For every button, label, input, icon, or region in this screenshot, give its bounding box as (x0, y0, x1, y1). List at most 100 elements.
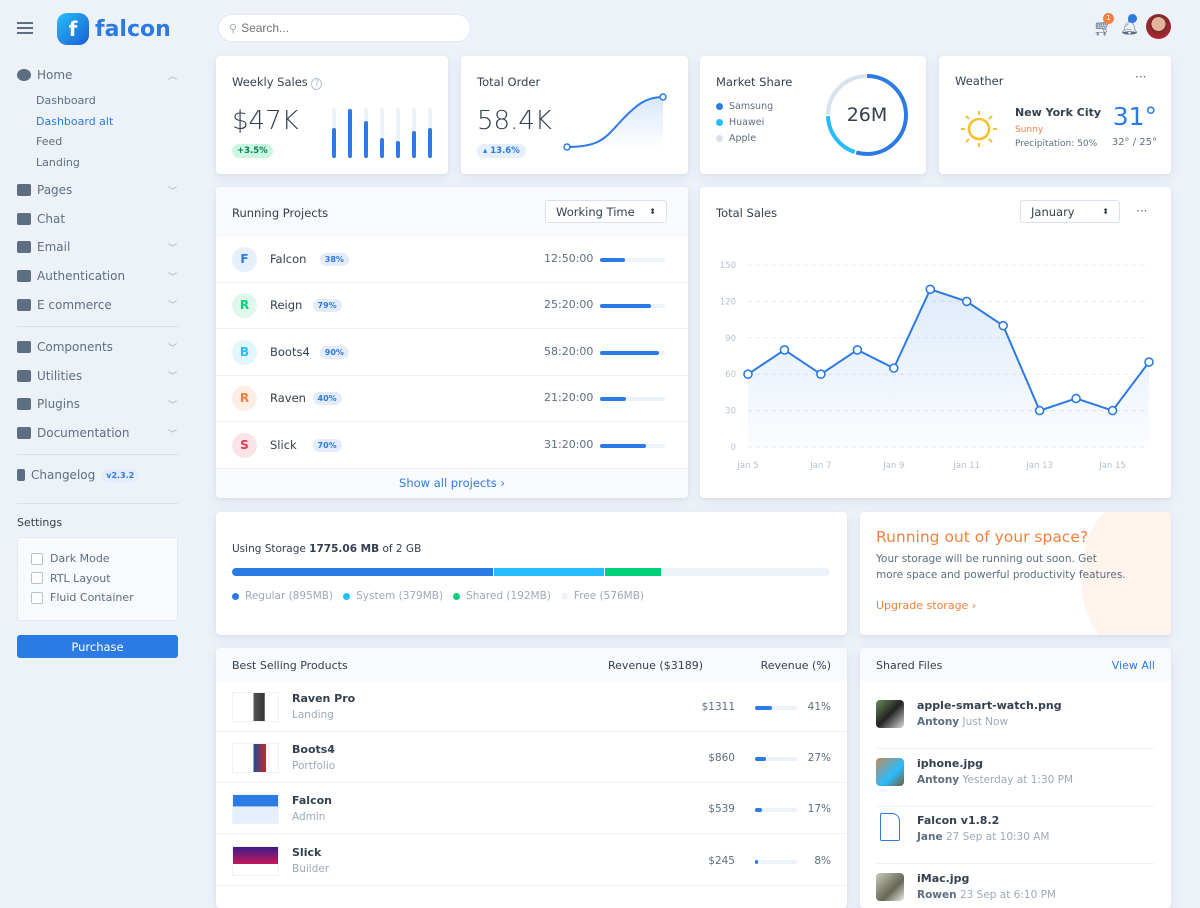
working-time-select[interactable]: Working Time⬍ (545, 200, 667, 223)
weather-condition: Sunny (1015, 125, 1043, 135)
project-time: 21:20:00 (544, 391, 593, 404)
chevron-down-icon: ﹀ (168, 398, 177, 411)
storage-segment (232, 568, 493, 576)
y-tick-label: 0 (731, 443, 736, 453)
sidebar-item-home[interactable]: Home︿ (17, 68, 177, 82)
product-name: Falcon (292, 794, 332, 807)
project-row[interactable]: R Raven 40% 21:20:00 (216, 376, 688, 422)
search-box[interactable]: ⚲ (218, 14, 471, 42)
project-row[interactable]: R Reign 79% 25:20:00 (216, 283, 688, 329)
sidebar-subitem[interactable]: Dashboard alt (36, 115, 113, 128)
sidebar-item-label: Email (37, 240, 70, 254)
sidebar-item[interactable]: Documentation﹀ (17, 426, 177, 440)
file-name: Falcon v1.8.2 (917, 814, 999, 827)
sidebar-subitem[interactable]: Dashboard (36, 94, 96, 107)
storage-segment (605, 568, 661, 576)
sun-icon (959, 109, 999, 149)
sidebar-item[interactable]: Utilities﹀ (17, 369, 177, 383)
cart-icon[interactable]: 🛒︎1 (1093, 18, 1113, 37)
falcon-logo[interactable]: f falcon (57, 13, 171, 45)
shared-file-item[interactable]: iMac.jpg Rowen 23 Sep at 6:10 PM (860, 865, 1171, 908)
y-tick-label: 90 (725, 334, 736, 344)
file-thumbnail (876, 758, 904, 786)
product-revenue-pct: 41% (808, 701, 831, 713)
project-progress (600, 351, 665, 355)
upgrade-storage-card: Running out of your space? Your storage … (860, 512, 1171, 635)
chevron-down-icon: ﹀ (168, 184, 177, 197)
more-options-icon[interactable]: ··· (1135, 70, 1146, 84)
checkbox[interactable] (31, 592, 43, 604)
user-avatar[interactable] (1146, 14, 1171, 39)
project-time: 25:20:00 (544, 298, 593, 311)
product-revenue-pct: 17% (808, 803, 831, 815)
data-point (853, 346, 861, 354)
search-input[interactable] (241, 21, 441, 35)
file-meta: Antony Yesterday at 1:30 PM (917, 774, 1073, 786)
help-icon[interactable]: ? (311, 78, 322, 90)
storage-segment (494, 568, 604, 576)
view-all-link[interactable]: View All (1112, 659, 1155, 672)
sidebar-item[interactable]: Authentication﹀ (17, 269, 177, 283)
sales-area (748, 289, 1149, 447)
shared-file-item[interactable]: iphone.jpg Antony Yesterday at 1:30 PM (860, 750, 1171, 807)
purchase-button[interactable]: Purchase (17, 635, 178, 658)
sidebar-item[interactable]: Email ﹀ (17, 240, 177, 254)
column-header-revenue-pct[interactable]: Revenue (%) (761, 659, 831, 672)
revenue-progress (755, 757, 797, 761)
project-avatar: R (232, 386, 257, 411)
storage-segment (662, 568, 830, 576)
sidebar-item[interactable]: Chat (17, 212, 177, 226)
menu-toggle-icon[interactable] (17, 22, 33, 34)
product-row[interactable]: Slick Builder $245 8% (216, 835, 847, 886)
weekly-sales-card: Weekly Sales ? $47K +3.5% (216, 56, 448, 174)
product-row[interactable]: Boots4 Portfolio $860 27% (216, 732, 847, 783)
card-title: Weekly Sales (232, 75, 308, 89)
pages-icon (17, 184, 31, 196)
chevron-down-icon: ﹀ (168, 427, 177, 440)
sidebar-item[interactable]: Components﹀ (17, 340, 177, 354)
product-row[interactable]: Raven Pro Landing $1311 41% (216, 681, 847, 732)
legend-item: Samsung (716, 101, 773, 112)
product-thumbnail (232, 794, 279, 824)
project-avatar: B (232, 340, 257, 365)
best-selling-products-card: Best Selling Products Revenue ($3189) Re… (216, 648, 847, 908)
settings-checkbox[interactable]: Fluid Container (31, 591, 134, 604)
sidebar-item[interactable]: Pages ﹀ (17, 183, 177, 197)
project-row[interactable]: F Falcon 38% 12:50:00 (216, 237, 688, 283)
checkbox[interactable] (31, 553, 43, 565)
total-order-value: 58.4K (477, 106, 552, 136)
sidebar-item[interactable]: Plugins ﹀ (17, 397, 177, 411)
sidebar-item-label: Pages (37, 183, 72, 197)
git-branch-icon (17, 469, 25, 481)
upgrade-storage-link[interactable]: Upgrade storage › (876, 599, 976, 612)
settings-heading: Settings (17, 516, 62, 529)
plug-icon (17, 398, 31, 410)
show-all-projects-link[interactable]: Show all projects › (399, 476, 505, 490)
settings-checkbox[interactable]: RTL Layout (31, 572, 111, 585)
card-title: Running Projects (232, 206, 328, 220)
card-title: Best Selling Products (232, 659, 348, 672)
project-row[interactable]: B Boots4 90% 58:20:00 (216, 330, 688, 376)
product-category: Portfolio (292, 760, 335, 772)
product-row[interactable]: Falcon Admin $539 17% (216, 783, 847, 834)
project-row[interactable]: S Slick 70% 31:20:00 (216, 423, 688, 469)
sidebar-subitem[interactable]: Landing (36, 156, 80, 169)
sidebar-item-label: Plugins (37, 397, 80, 411)
checkbox[interactable] (31, 572, 43, 584)
notification-bell-icon[interactable]: 🔔︎ (1120, 18, 1139, 36)
column-header-revenue[interactable]: Revenue ($3189) (608, 659, 703, 672)
product-revenue-pct: 27% (808, 752, 831, 764)
sidebar-item[interactable]: E commerce﹀ (17, 298, 177, 312)
settings-checkbox[interactable]: Dark Mode (31, 552, 110, 565)
project-progress (600, 258, 665, 262)
chevron-down-icon: ﹀ (168, 241, 177, 254)
sidebar-subitem[interactable]: Feed (36, 135, 62, 148)
product-revenue: $245 (708, 855, 735, 867)
shared-file-item[interactable]: Falcon v1.8.2 Jane 27 Sep at 10:30 AM (860, 807, 1171, 864)
data-point (999, 322, 1007, 330)
shared-file-item[interactable]: apple-smart-watch.png Antony Just Now (860, 692, 1171, 749)
space-description: Your storage will be running out soon. G… (876, 551, 1126, 583)
y-tick-label: 60 (725, 370, 736, 380)
project-percent-badge: 70% (313, 439, 342, 452)
